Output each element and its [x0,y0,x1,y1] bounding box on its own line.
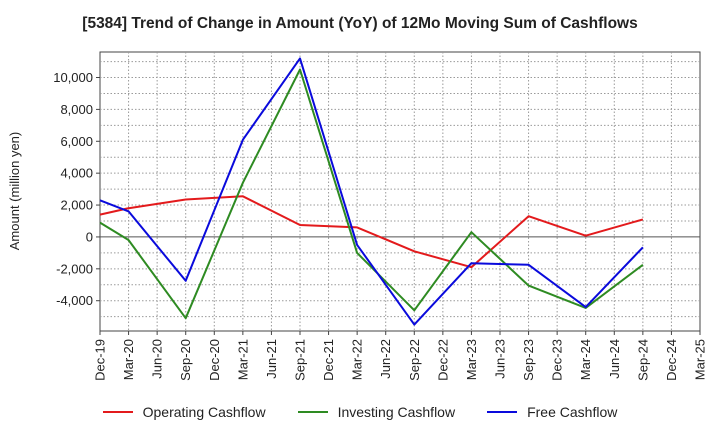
x-tick-label: Sep-21 [293,339,308,381]
x-tick-label: Jun-20 [150,339,165,379]
x-tick-label: Dec-21 [321,339,336,381]
x-tick-label: Dec-20 [207,339,222,381]
y-tick-label: -4,000 [56,293,93,308]
chart-title: [5384] Trend of Change in Amount (YoY) o… [82,15,638,32]
x-tick-label: Sep-22 [407,339,422,381]
legend: Operating Cashflow Investing Cashflow Fr… [0,404,720,420]
x-tick-label: Sep-24 [635,339,650,381]
x-tick-label: Mar-24 [578,339,593,380]
x-tick-label: Sep-20 [178,339,193,381]
y-tick-label: 6,000 [60,134,93,149]
y-tick-label: 10,000 [53,70,93,85]
legend-item-investing: Investing Cashflow [297,404,456,420]
legend-swatch-investing [297,411,328,413]
y-tick-label: -2,000 [56,261,93,276]
x-tick-label: Dec-19 [93,339,108,381]
y-tick-label: 8,000 [60,102,93,117]
legend-swatch-free [487,411,518,413]
x-tick-label: Mar-20 [121,339,136,380]
series-layer [99,57,644,326]
x-tick-label: Jun-23 [493,339,508,379]
legend-label-operating: Operating Cashflow [142,404,266,420]
y-axis-title: Amount (million yen) [7,132,22,251]
x-tick-label: Dec-24 [664,339,679,381]
legend-swatch-operating [102,411,133,413]
y-tick-label: 0 [86,229,93,244]
legend-label-free: Free Cashflow [527,404,618,420]
x-tick-label: Mar-21 [235,339,250,380]
x-tick-label: Mar-22 [350,339,365,380]
x-tick-label: Dec-22 [435,339,450,381]
series-line-investing-cashflow [99,68,644,320]
legend-label-investing: Investing Cashflow [337,404,456,420]
legend-item-operating: Operating Cashflow [102,404,266,420]
x-tick-label: Dec-23 [550,339,565,381]
x-tick-label: Sep-23 [521,339,536,381]
y-tick-label: 4,000 [60,166,93,181]
x-tick-label: Jun-21 [264,339,279,379]
axis-layer: Dec-19 Mar-20 Jun-20 Sep-20 Dec-20 Mar-21 Jun-… [53,70,707,381]
x-tick-label: Jun-24 [607,339,622,379]
x-tick-label: Mar-23 [464,339,479,380]
legend-item-free: Free Cashflow [487,404,617,420]
series-line-free-cashflow [99,57,644,326]
y-tick-label: 2,000 [60,198,93,213]
x-tick-label: Jun-22 [378,339,393,379]
series-line-operating-cashflow [99,195,644,269]
x-tick-label: Mar-25 [693,339,708,380]
